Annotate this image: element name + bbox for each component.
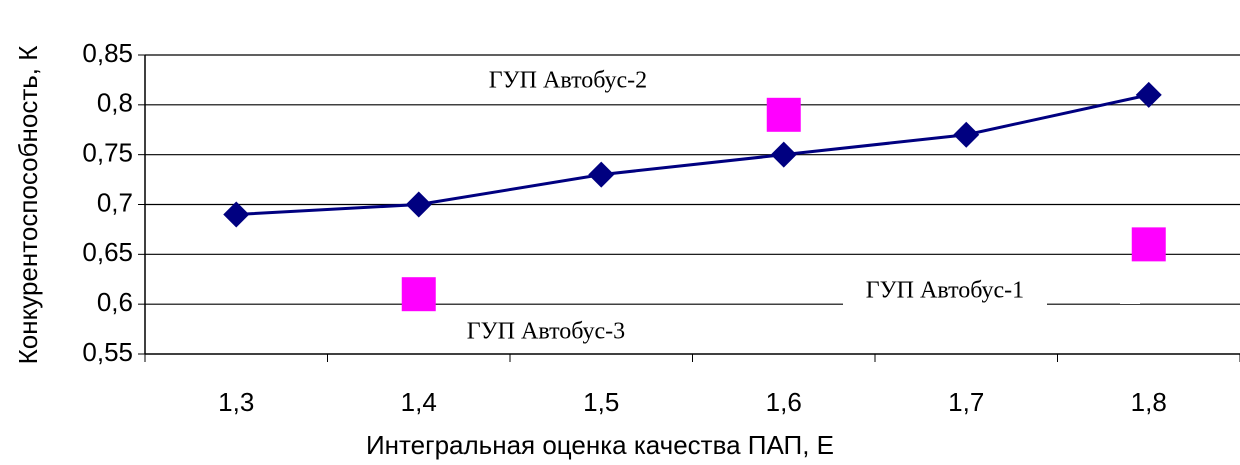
annotation-bg: [466, 68, 670, 96]
annotation-bg: [1120, 288, 1140, 304]
annotation-bg: [843, 278, 1047, 306]
y-tick-label: 0,6: [97, 287, 133, 317]
x-tick-label: 1,4: [401, 387, 437, 417]
marker: [588, 161, 615, 188]
y-tick-label: 0,8: [97, 88, 133, 118]
annotation: ГУП Автобус-1: [866, 278, 1024, 304]
y-axis-title: Конкурентоспособность, К: [13, 46, 43, 365]
marker: [770, 141, 797, 168]
marker: [223, 201, 250, 228]
marker: [405, 191, 432, 218]
y-tick-label: 0,55: [82, 337, 133, 367]
x-tick-label: 1,3: [218, 387, 254, 417]
y-tick-label: 0,75: [82, 138, 133, 168]
x-tick-label: 1,8: [1131, 387, 1167, 417]
marker: [401, 277, 436, 312]
x-tick-label: 1,6: [766, 387, 802, 417]
y-tick-label: 0,85: [82, 38, 133, 68]
annotation: ГУП Автобус-2: [489, 68, 647, 94]
marker: [1131, 227, 1166, 262]
x-tick-label: 1,5: [583, 387, 619, 417]
marker: [953, 121, 980, 148]
series-line: [236, 93, 1150, 216]
marker: [1135, 81, 1162, 108]
y-tick-label: 0,65: [82, 237, 133, 267]
x-axis-title: Интегральная оценка качества ПАП, Е: [366, 430, 834, 460]
y-tick-label: 0,7: [97, 187, 133, 217]
annotation: ГУП Автобус-3: [467, 319, 625, 345]
marker: [766, 97, 801, 132]
annotation-bg: [444, 319, 648, 347]
x-tick-label: 1,7: [948, 387, 984, 417]
